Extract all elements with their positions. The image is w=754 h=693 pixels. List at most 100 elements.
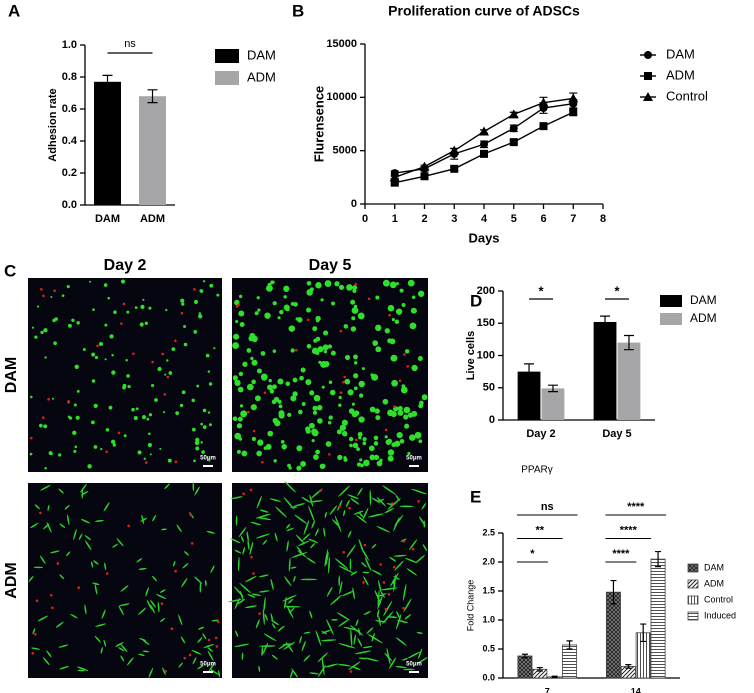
cell xyxy=(409,322,417,330)
bar xyxy=(617,342,641,420)
cell xyxy=(353,510,364,515)
cell xyxy=(355,438,358,442)
cell xyxy=(411,547,415,551)
panel-label: D xyxy=(470,291,482,310)
cell xyxy=(349,625,364,636)
cell xyxy=(180,311,184,315)
cell xyxy=(377,499,385,502)
cell xyxy=(355,619,359,627)
legend-swatch xyxy=(215,71,239,85)
cell xyxy=(315,319,320,323)
cell xyxy=(287,463,291,468)
cell xyxy=(378,580,382,594)
cell xyxy=(384,435,388,439)
cell xyxy=(269,498,282,502)
cell xyxy=(267,282,272,287)
y-tick-label: 100 xyxy=(477,349,495,361)
bar xyxy=(94,81,121,205)
cell xyxy=(92,582,100,586)
cell xyxy=(263,633,277,642)
cell xyxy=(417,356,423,362)
cell xyxy=(284,576,292,587)
cell xyxy=(362,646,373,649)
cell xyxy=(286,540,289,552)
cell xyxy=(84,604,87,615)
cell xyxy=(265,284,273,292)
cell xyxy=(278,412,285,419)
cell xyxy=(193,330,198,334)
cell xyxy=(387,449,395,456)
cell xyxy=(93,445,98,449)
cell xyxy=(407,451,411,456)
cell xyxy=(44,356,47,359)
cell xyxy=(320,639,337,642)
cell xyxy=(165,308,168,312)
cell xyxy=(233,333,240,340)
significance-label: **** xyxy=(620,524,638,536)
cell xyxy=(404,349,410,354)
cell xyxy=(315,336,321,342)
column-title: Day 2 xyxy=(104,257,147,274)
cell xyxy=(306,557,316,564)
cell xyxy=(362,581,365,584)
cell xyxy=(273,396,280,403)
cell xyxy=(234,379,241,386)
cell xyxy=(399,288,404,293)
cell xyxy=(277,316,281,320)
cell xyxy=(336,429,342,435)
y-tick-label: 15000 xyxy=(326,38,357,50)
cell xyxy=(342,380,345,384)
x-tick-label: 3 xyxy=(451,213,457,225)
cell xyxy=(384,507,395,514)
cell xyxy=(213,347,216,350)
cell xyxy=(363,611,371,615)
error-bar xyxy=(566,640,573,650)
error-bar xyxy=(600,315,611,329)
cell xyxy=(297,409,303,415)
cell xyxy=(103,283,108,287)
cell xyxy=(156,594,167,600)
cell xyxy=(347,530,352,538)
cell xyxy=(374,408,380,414)
cell xyxy=(290,670,293,679)
cell xyxy=(145,461,148,464)
cell xyxy=(256,450,263,457)
cell xyxy=(73,449,77,453)
cell xyxy=(238,310,245,317)
cell xyxy=(142,298,145,301)
cell xyxy=(329,389,336,396)
marker xyxy=(480,140,488,149)
cell xyxy=(288,557,291,572)
cell xyxy=(164,373,167,376)
cell xyxy=(159,589,166,593)
cell xyxy=(295,534,305,544)
cell xyxy=(164,670,168,673)
cell xyxy=(189,513,193,517)
cell xyxy=(191,650,202,655)
cell xyxy=(95,623,106,627)
cell xyxy=(120,279,126,284)
cell xyxy=(183,551,190,556)
cell xyxy=(94,520,104,522)
cell xyxy=(36,305,40,308)
cell xyxy=(346,544,356,558)
cell xyxy=(207,647,213,652)
legend-swatch xyxy=(687,563,699,573)
cell xyxy=(403,598,412,612)
cell xyxy=(151,360,154,364)
cell xyxy=(416,632,423,634)
cell xyxy=(246,383,254,391)
micrograph-bg xyxy=(28,483,222,678)
cell xyxy=(94,584,98,595)
cell xyxy=(67,415,71,419)
cell xyxy=(240,410,248,418)
cell xyxy=(312,326,318,332)
cell xyxy=(363,459,370,467)
cell xyxy=(107,296,111,300)
cell xyxy=(234,549,242,554)
cell xyxy=(203,643,215,649)
cell xyxy=(285,306,290,312)
cell xyxy=(306,289,313,296)
cell xyxy=(357,312,365,320)
cell xyxy=(120,585,129,592)
